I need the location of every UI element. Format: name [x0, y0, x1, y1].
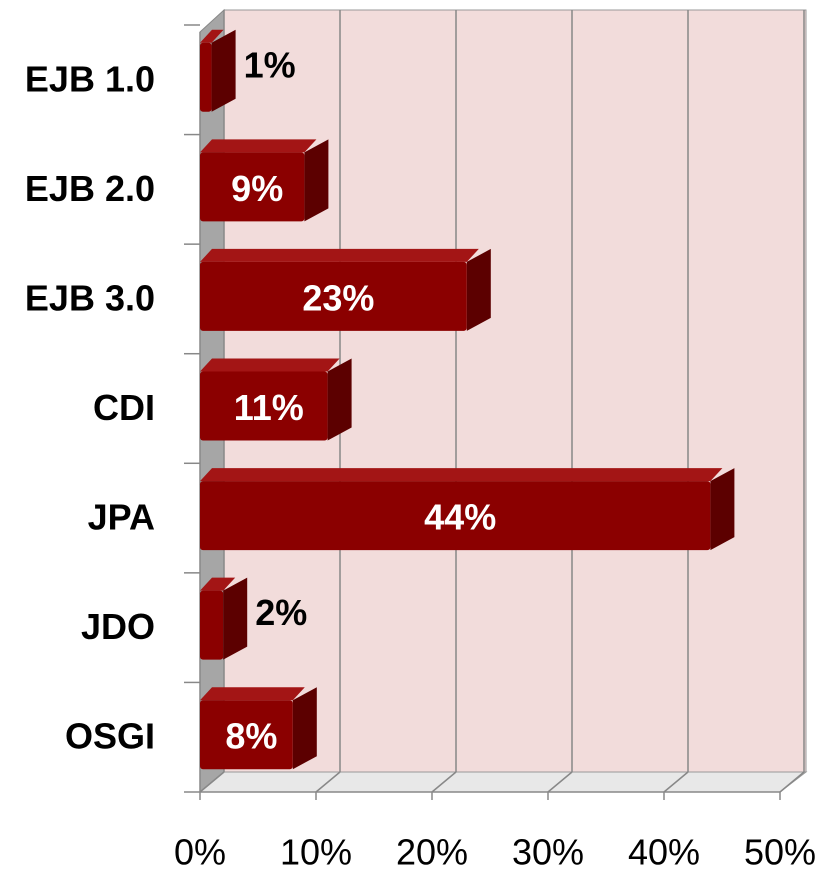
bar-top — [200, 358, 340, 372]
bar-end — [327, 358, 352, 441]
bar — [200, 590, 224, 660]
x-tick-label: 40% — [628, 832, 700, 872]
grid-line — [663, 771, 689, 793]
bar-end — [710, 468, 735, 551]
bar — [200, 481, 711, 551]
bar — [200, 700, 293, 770]
value-label: 11% — [234, 387, 304, 428]
bar-top — [200, 577, 236, 591]
grid-line — [199, 771, 225, 793]
x-tick-label: 10% — [280, 832, 352, 872]
value-label: 1% — [244, 44, 296, 85]
y-tick-label: OSGI — [65, 716, 155, 757]
grid-line — [431, 771, 457, 793]
bar-end — [466, 248, 491, 331]
bar — [200, 261, 467, 331]
y-tick-label: JPA — [88, 497, 155, 538]
y-tick-label: JDO — [81, 606, 155, 647]
value-label: 2% — [255, 592, 307, 633]
value-label: 23% — [302, 277, 374, 318]
bar-top — [200, 248, 479, 262]
y-tick-label: EJB 1.0 — [25, 58, 155, 99]
bar-end — [211, 29, 236, 112]
bar — [200, 152, 305, 222]
bar — [200, 42, 212, 112]
floor — [198, 771, 808, 793]
grid-line — [547, 771, 573, 793]
bar-end — [223, 577, 248, 660]
value-label: 44% — [424, 497, 496, 538]
y-tick-label: CDI — [93, 387, 155, 428]
x-tick-label: 50% — [744, 832, 816, 872]
grid-line — [315, 771, 341, 793]
value-label: 9% — [231, 168, 283, 209]
y-tick-label: EJB 2.0 — [25, 168, 155, 209]
x-tick-label: 30% — [512, 832, 584, 872]
value-label: 8% — [225, 716, 277, 757]
bar-top — [200, 687, 305, 701]
grid-line — [779, 771, 805, 793]
bar-top — [200, 468, 723, 482]
bar-top — [200, 139, 317, 153]
bar-top — [200, 29, 224, 43]
bar-end — [292, 687, 317, 770]
x-tick-label: 0% — [174, 832, 226, 872]
bar — [200, 371, 328, 441]
bar-end — [304, 139, 329, 222]
y-tick-label: EJB 3.0 — [25, 277, 155, 318]
x-tick-label: 20% — [396, 832, 468, 872]
